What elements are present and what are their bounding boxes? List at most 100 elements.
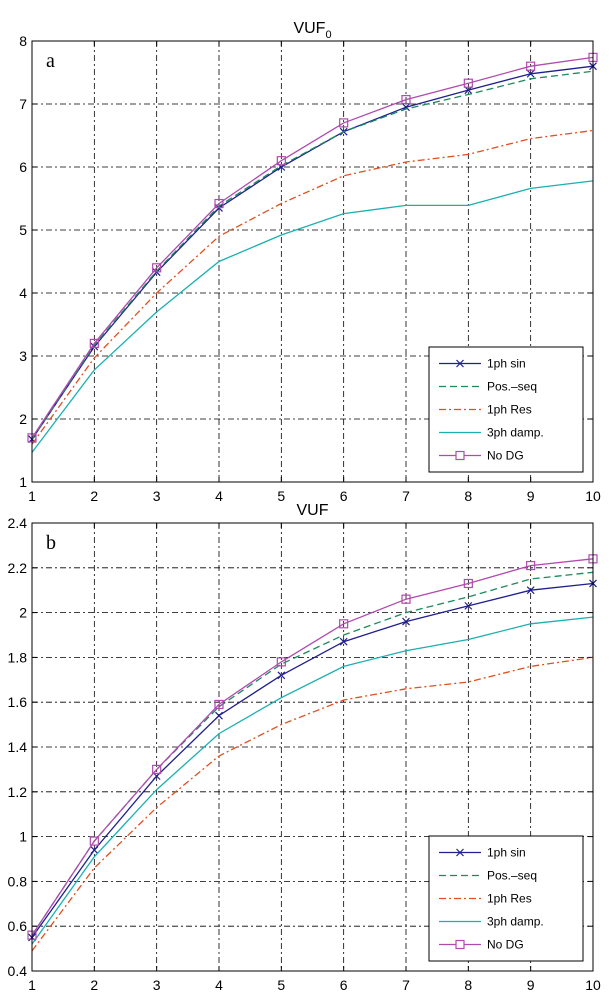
chart-a-y-tick-label: 4 xyxy=(19,285,27,301)
chart-b-y-tick-label: 0.8 xyxy=(8,873,28,889)
chart-b-y-tick-label: 0.4 xyxy=(8,963,28,979)
chart-a-title-subscript: 0 xyxy=(325,29,331,41)
chart-b-square-marker xyxy=(89,836,99,846)
chart-a-title-main: VUF xyxy=(293,20,325,37)
chart-a-legend: 1ph sin Pos.–seq 1ph Res 3ph damp. No DG xyxy=(428,346,584,473)
chart-a-square-marker xyxy=(214,198,224,209)
chart-b-legend-label: No DG xyxy=(487,938,524,952)
chart-a-legend-label: No DG xyxy=(487,449,524,463)
chart-a-series-line xyxy=(31,129,594,445)
chart-b-y-tick-label: 1.2 xyxy=(8,784,28,800)
chart-b-x-tick-label: 4 xyxy=(215,977,223,993)
chart-a-legend-label: 1ph Res xyxy=(487,403,532,417)
chart-a-x-marker xyxy=(526,69,535,78)
chart-a-legend-label: Pos.–seq xyxy=(487,380,537,394)
chart-b-legend-label: 1ph Res xyxy=(487,892,532,906)
chart-a-y-tick-label: 7 xyxy=(19,96,27,112)
chart-a-title: VUF0 xyxy=(293,20,331,41)
chart-b-x-marker xyxy=(526,586,535,595)
chart-a-x-tick-label: 4 xyxy=(215,488,223,504)
chart-a-y-tick-label: 2 xyxy=(19,411,27,427)
chart-b-x-tick-label: 2 xyxy=(90,977,98,993)
chart-a-x-tick-label: 6 xyxy=(340,488,348,504)
chart-b-y-tick-label: 2.2 xyxy=(8,560,28,576)
chart-b-x-tick-label: 9 xyxy=(527,977,535,993)
chart-b-x-tick-label: 8 xyxy=(464,977,472,993)
chart-a-legend-label: 3ph damp. xyxy=(487,426,544,440)
chart-b-x-marker xyxy=(402,617,410,626)
chart-b-legend-label: 1ph sin xyxy=(487,846,526,860)
chart-b-y-tick-label: 1 xyxy=(19,829,27,845)
chart-a-square-marker xyxy=(463,78,473,88)
chart-b-x-marker xyxy=(464,601,473,610)
chart-b-x-tick-label: 6 xyxy=(340,977,348,993)
chart-b-x-marker xyxy=(277,671,286,680)
chart-b-square-marker xyxy=(463,578,473,589)
chart-b-x-marker xyxy=(339,637,348,646)
chart-b-series-line xyxy=(31,616,594,945)
chart-a-x-tick-label: 3 xyxy=(153,488,161,504)
chart-b-x-marker xyxy=(90,846,99,854)
chart-a-square-marker xyxy=(152,263,162,273)
chart-a-square-marker xyxy=(526,61,536,71)
chart-a-series-line xyxy=(31,56,594,439)
chart-b-x-tick-label: 3 xyxy=(153,977,161,993)
chart-b-x-tick-label: 7 xyxy=(402,977,410,993)
chart-a-axes-frame xyxy=(31,40,594,483)
chart-a-square-marker xyxy=(339,118,349,128)
chart-a-x-tick-label: 9 xyxy=(527,488,535,504)
chart-a-square-marker xyxy=(89,338,99,348)
chart-b-x-marker xyxy=(215,711,223,720)
chart-b-square-marker xyxy=(152,764,162,775)
chart-b-title-main: VUF xyxy=(297,502,329,519)
chart-a-series-line xyxy=(31,180,594,453)
chart-a-x-marker xyxy=(90,342,99,351)
chart-b-legend-square-marker xyxy=(455,939,465,950)
chart-a-x-tick-label: 5 xyxy=(277,488,285,504)
chart-a-legend-x-marker xyxy=(456,359,464,368)
chart-a-y-tick-label: 8 xyxy=(19,33,27,49)
chart-b-legend: 1ph sin Pos.–seq 1ph Res 3ph damp. No DG xyxy=(428,835,584,962)
chart-b-y-tick-label: 2.4 xyxy=(8,515,28,531)
chart-b-x-tick-label: 10 xyxy=(585,977,601,993)
chart-a-y-tick-label: 1 xyxy=(19,474,27,490)
chart-a-legend-label: 1ph sin xyxy=(487,357,526,371)
chart-a-x-tick-label: 2 xyxy=(90,488,98,504)
chart-b-y-tick-label: 1.8 xyxy=(8,649,28,665)
chart-b-axes-frame xyxy=(31,522,594,972)
chart-a-y-tick-label: 6 xyxy=(19,159,27,175)
chart-a-square-marker xyxy=(401,94,411,105)
chart-b-series-line xyxy=(31,656,594,952)
chart-a-x-tick-label: 1 xyxy=(28,488,36,504)
chart-b-y-tick-label: 1.6 xyxy=(8,694,28,710)
chart-b-legend-label: 3ph damp. xyxy=(487,915,544,929)
chart-b-square-marker xyxy=(214,699,224,710)
chart-b-square-marker xyxy=(276,657,286,667)
chart-b-square-marker xyxy=(339,619,349,629)
chart-a-square-marker xyxy=(276,156,286,166)
chart-b-title: VUF xyxy=(297,502,329,519)
chart-b-y-tick-label: 1.4 xyxy=(8,739,28,755)
chart-b-y-tick-label: 0.6 xyxy=(8,918,28,934)
chart-a-y-tick-label: 5 xyxy=(19,222,27,238)
chart-b-square-marker xyxy=(526,560,536,571)
chart-b-x-tick-label: 1 xyxy=(28,977,36,993)
chart-b-legend-x-marker xyxy=(456,848,464,857)
chart-b-series-line xyxy=(31,582,594,938)
chart-a-series-line xyxy=(31,70,594,440)
chart-a-x-tick-label: 10 xyxy=(585,488,601,504)
chart-a-legend-square-marker xyxy=(455,450,465,461)
chart-b-y-tick-label: 2 xyxy=(19,605,27,621)
chart-a-x-tick-label: 7 xyxy=(402,488,410,504)
chart-a-y-tick-label: 3 xyxy=(19,348,27,364)
chart-a-x-tick-label: 8 xyxy=(464,488,472,504)
chart-b-x-tick-label: 5 xyxy=(277,977,285,993)
chart-b-legend-label: Pos.–seq xyxy=(487,869,537,883)
chart-b: 1 2 3 4 5 6 7 8 9 10 0.4 0.6 0.8 1 1.2 1.4 1.6 1.8 2 2.2 2.4… xyxy=(8,502,601,993)
chart-b-square-marker xyxy=(401,594,411,604)
chart-b-series-line xyxy=(31,558,594,936)
chart-a-panel-label: a xyxy=(46,50,55,72)
chart-b-panel-label: b xyxy=(46,532,56,554)
